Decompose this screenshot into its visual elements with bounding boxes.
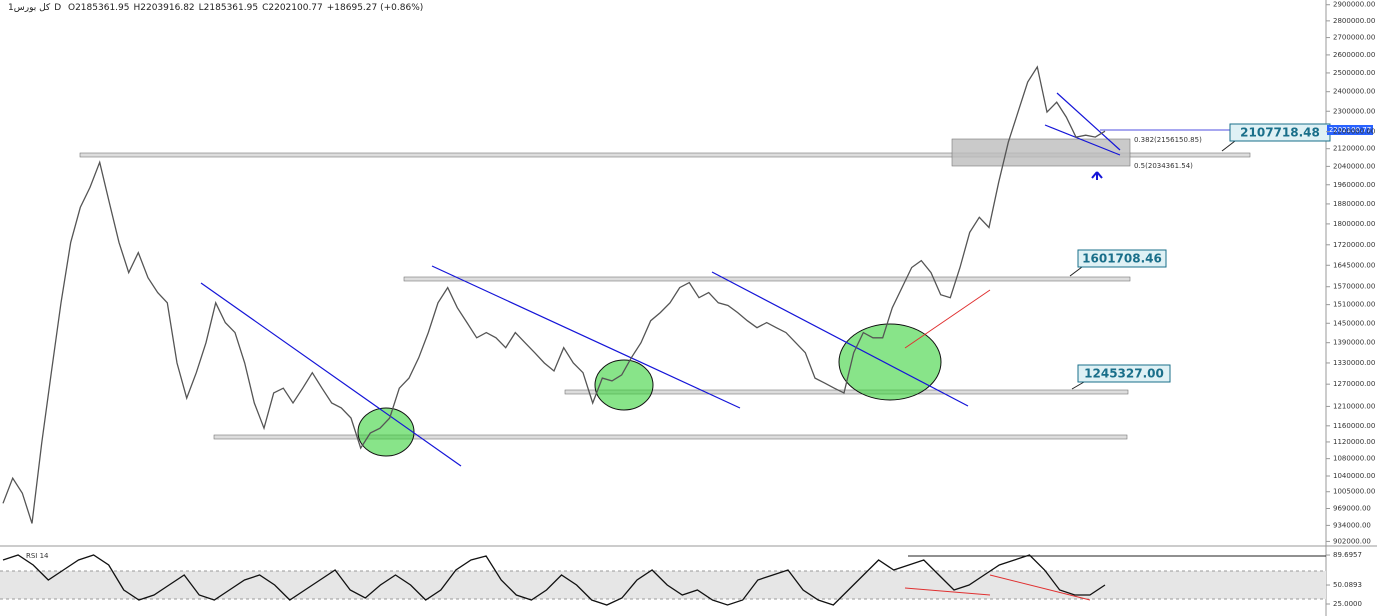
change: +18695.27 (+0.86%) xyxy=(326,3,424,13)
y-tick-label: 1960000.00 xyxy=(1333,181,1375,189)
y-tick-label: 1450000.00 xyxy=(1333,319,1375,327)
y-tick-label: 1645000.00 xyxy=(1333,261,1375,269)
fib-zone xyxy=(951,138,1131,167)
y-tick-label: 1040000.00 xyxy=(1333,472,1375,480)
y-tick-label: 1510000.00 xyxy=(1333,301,1375,309)
highlight xyxy=(838,323,942,401)
level-callout: 1245327.00 xyxy=(1071,364,1171,390)
y-tick-label: 1005000.00 xyxy=(1333,488,1375,496)
rsi-title: RSI 14 xyxy=(26,552,49,560)
open: O2185361.95 xyxy=(68,3,130,13)
zone xyxy=(213,434,1128,440)
y-tick-label: 25.0000 xyxy=(1333,600,1362,608)
y-tick-label: 1720000.00 xyxy=(1333,241,1375,249)
level-callout: 2107718.48 xyxy=(1221,123,1331,152)
y-tick-label: 1160000.00 xyxy=(1333,422,1375,430)
y-tick-label: 2700000.00 xyxy=(1333,34,1375,42)
level-label: 1245327.00 xyxy=(1084,367,1164,381)
y-tick-label: 1210000.00 xyxy=(1333,402,1375,410)
symbol-header: کل بورس1D O2185361.95 H2203916.82 L2185361… xyxy=(8,3,427,13)
rsi-divergence xyxy=(904,587,991,596)
y-tick-label: 969000.00 xyxy=(1333,504,1371,512)
y-tick-label: 2200000.00 xyxy=(1333,128,1375,136)
level-callout: 1601708.46 xyxy=(1069,249,1167,277)
highlight xyxy=(594,359,654,411)
y-tick-label: 2300000.00 xyxy=(1333,107,1375,115)
highlight xyxy=(357,407,415,457)
interval: 1D xyxy=(8,3,62,13)
y-tick-label: 1570000.00 xyxy=(1333,283,1375,291)
y-tick-label: 50.0893 xyxy=(1333,581,1362,589)
last-price-box xyxy=(1327,125,1373,135)
y-tick-label: 1800000.00 xyxy=(1333,220,1375,228)
fib-label: 0.5(2034361.54) xyxy=(1134,162,1193,170)
y-tick-label: 902000.00 xyxy=(1333,537,1371,545)
y-tick-label: 2500000.00 xyxy=(1333,69,1375,77)
price-line xyxy=(2,65,1106,524)
y-tick-label: 1120000.00 xyxy=(1333,438,1375,446)
y-tick-label: 2400000.00 xyxy=(1333,88,1375,96)
level-label: 2107718.48 xyxy=(1240,126,1320,140)
last-price: 2202100.77 xyxy=(1329,126,1371,134)
arrow xyxy=(1091,171,1103,180)
zone xyxy=(564,389,1129,395)
symbol: کل بورس xyxy=(13,3,51,13)
y-tick-label: 1080000.00 xyxy=(1333,455,1375,463)
y-tick-label: 2040000.00 xyxy=(1333,162,1375,170)
y-tick-label: 1330000.00 xyxy=(1333,359,1375,367)
y-tick-label: 1880000.00 xyxy=(1333,200,1375,208)
y-tick-label: 2120000.00 xyxy=(1333,145,1375,153)
trend-line-red xyxy=(904,289,991,349)
zone xyxy=(403,276,1131,282)
high: H2203916.82 xyxy=(133,3,195,13)
low: L2185361.95 xyxy=(198,3,259,13)
y-tick-label: 2900000.00 xyxy=(1333,1,1375,9)
zone xyxy=(79,152,1251,158)
y-tick-label: 1270000.00 xyxy=(1333,380,1375,388)
y-tick-label: 2600000.00 xyxy=(1333,51,1375,59)
y-tick-label: 1390000.00 xyxy=(1333,339,1375,347)
y-tick-label: 89.6957 xyxy=(1333,551,1362,559)
close: C2202100.77 xyxy=(262,3,323,13)
level-label: 1601708.46 xyxy=(1082,252,1162,266)
trend-lines xyxy=(200,92,1326,467)
y-tick-label: 2800000.00 xyxy=(1333,17,1375,25)
price-line xyxy=(2,554,1106,606)
rsi-divergence xyxy=(989,574,1091,601)
fib-label: 0.382(2156150.85) xyxy=(1134,136,1202,144)
y-tick-label: 934000.00 xyxy=(1333,521,1371,529)
